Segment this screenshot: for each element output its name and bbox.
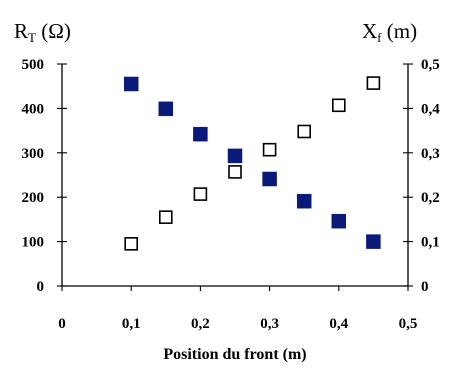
x-tick-label: 0,4 — [329, 316, 348, 332]
y-right-tick-label: 0,5 — [421, 57, 440, 73]
open-square-marker — [297, 124, 312, 139]
y-left-tick-label: 300 — [22, 146, 45, 162]
filled-square-marker — [123, 76, 139, 92]
x-tick-label: 0 — [58, 316, 66, 332]
filled-square-marker — [262, 171, 277, 187]
open-square-marker — [124, 237, 138, 251]
y-left-tick-label: 0 — [37, 279, 45, 295]
y-left-tick-label: 400 — [22, 101, 45, 117]
open-square-marker — [262, 142, 277, 157]
filled-square-marker — [366, 234, 381, 249]
filled-square-marker — [158, 101, 174, 117]
x-axis-title: Position du front (m) — [163, 346, 306, 363]
filled-square-marker — [331, 213, 347, 229]
x-tick-label: 0,5 — [399, 316, 418, 332]
y-right-tick-label: 0,4 — [421, 101, 440, 117]
y-right-ticks: 0 0,1 0,2 0,3 0,4 0,5 — [403, 57, 440, 295]
y-left-axis-title: RT (Ω) — [14, 19, 71, 45]
open-square-marker — [159, 210, 173, 224]
filled-square-marker — [296, 193, 312, 209]
y-right-tick-label: 0 — [421, 279, 429, 295]
data-points — [123, 76, 381, 251]
filled-square-marker — [227, 148, 243, 164]
y-left-ticks: 0 100 200 300 400 500 — [22, 57, 67, 295]
y-left-tick-label: 100 — [22, 235, 45, 251]
y-right-tick-label: 0,1 — [421, 235, 440, 251]
x-tick-label: 0,3 — [260, 316, 279, 332]
open-square-marker — [228, 165, 242, 179]
open-square-marker — [366, 76, 381, 90]
x-ticks: 0 0,1 0,2 0,3 0,4 0,5 — [58, 286, 417, 332]
filled-square-marker — [193, 126, 208, 142]
x-tick-label: 0,2 — [191, 316, 210, 332]
y-left-tick-label: 500 — [22, 57, 45, 73]
open-square-marker — [331, 98, 346, 113]
open-square-marker — [193, 187, 208, 201]
y-right-tick-label: 0,3 — [421, 146, 440, 162]
y-left-tick-label: 200 — [22, 190, 45, 206]
x-tick-label: 0,1 — [122, 316, 141, 332]
y-right-tick-label: 0,2 — [421, 190, 440, 206]
y-right-axis-title: Xf (m) — [362, 19, 417, 45]
